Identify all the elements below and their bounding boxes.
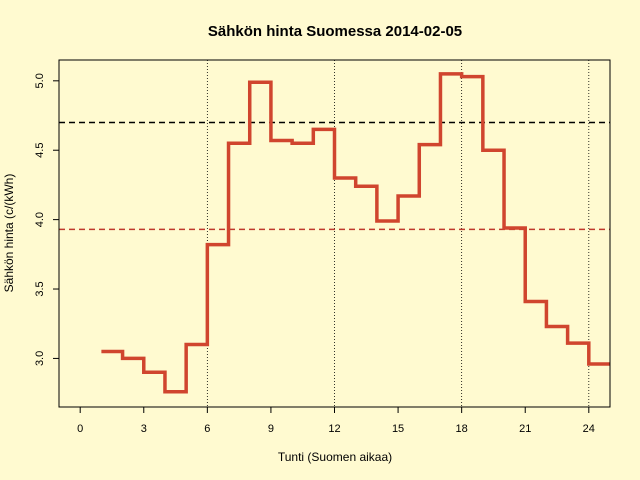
y-tick-label: 4.5 [34, 143, 46, 158]
y-axis: 3.0 3.5 4.0 4.5 5.0 [34, 73, 60, 366]
x-tick-label: 21 [519, 423, 531, 435]
reference-lines [59, 121, 610, 231]
x-tick-label: 18 [456, 423, 468, 435]
series-group [101, 72, 610, 394]
vertical-gridlines [206, 60, 590, 407]
y-tick-label: 5.0 [34, 73, 46, 88]
x-tick-label: 3 [141, 423, 147, 435]
x-tick-label: 12 [328, 423, 340, 435]
series-line-0 [101, 72, 610, 394]
y-axis-label: Sähkön hinta (c/(kWh) [2, 174, 16, 293]
y-tick-label: 3.0 [34, 351, 46, 366]
x-tick-label: 0 [77, 423, 83, 435]
x-tick-label: 9 [268, 423, 274, 435]
chart-title: Sähkön hinta Suomessa 2014-02-05 [208, 23, 462, 40]
y-tick-label: 4.0 [34, 212, 46, 227]
x-tick-label: 6 [204, 423, 210, 435]
x-axis: 0 3 6 9 12 15 18 21 24 [77, 406, 595, 435]
x-tick-label: 24 [583, 423, 595, 435]
x-tick-label: 15 [392, 423, 404, 435]
y-tick-label: 3.5 [34, 281, 46, 296]
x-axis-label: Tunti (Suomen aikaa) [278, 450, 392, 464]
